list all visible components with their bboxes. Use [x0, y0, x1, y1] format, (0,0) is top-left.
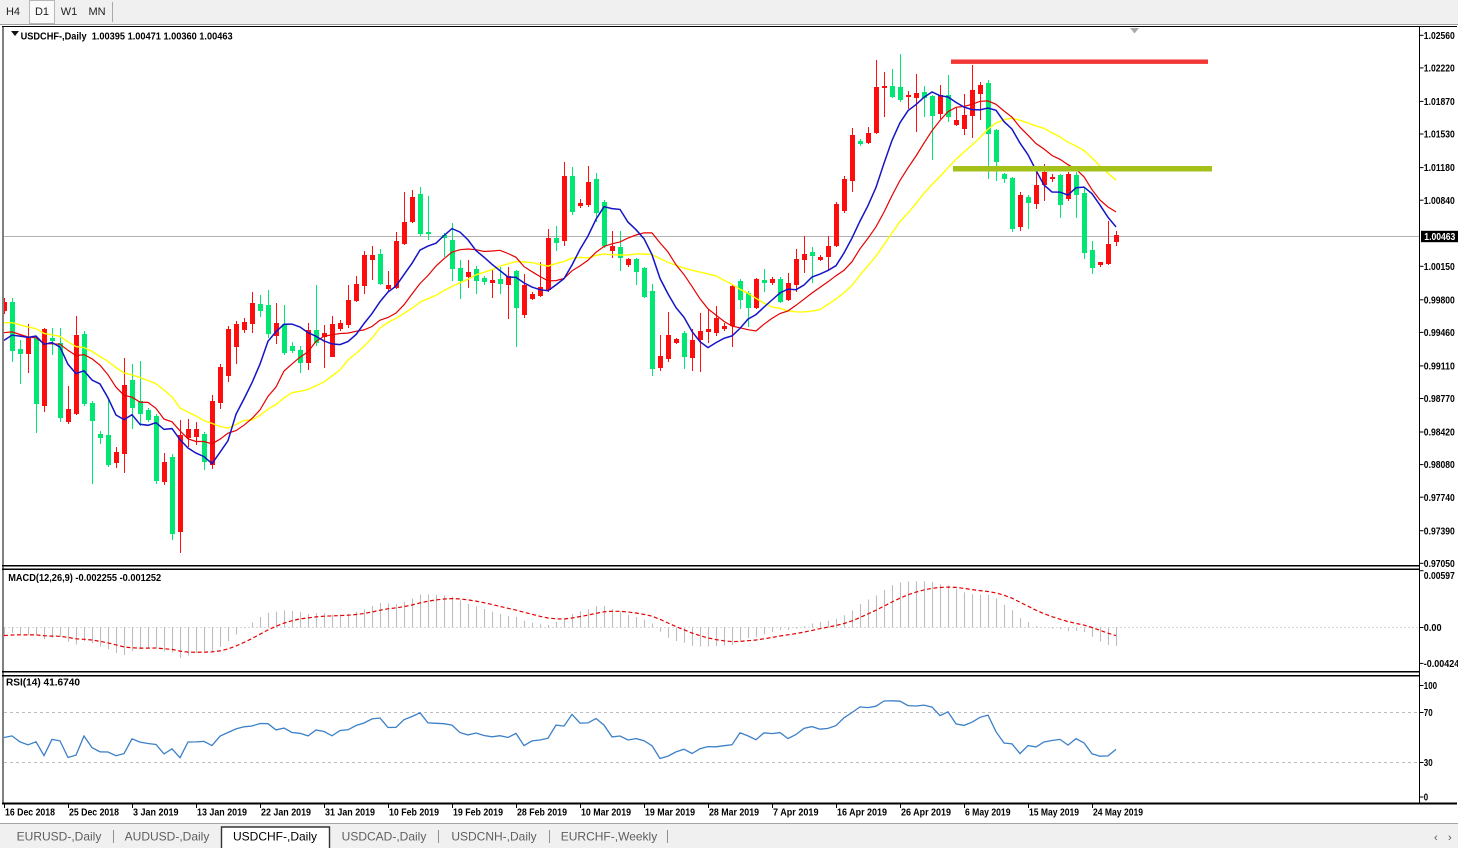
svg-text:1.00150: 1.00150	[1424, 261, 1455, 273]
svg-text:10 Mar 2019: 10 Mar 2019	[581, 807, 631, 819]
svg-text:10 Feb 2019: 10 Feb 2019	[389, 807, 439, 819]
svg-text:USDCHF-,Daily: USDCHF-,Daily	[233, 830, 317, 844]
svg-text:31 Jan 2019: 31 Jan 2019	[325, 807, 375, 819]
svg-text:-0.00424: -0.00424	[1424, 658, 1458, 670]
svg-text:0.98080: 0.98080	[1424, 459, 1455, 471]
svg-text:30: 30	[1424, 757, 1433, 769]
svg-text:0.97740: 0.97740	[1424, 492, 1455, 504]
svg-text:0.99460: 0.99460	[1424, 327, 1455, 339]
svg-text:16 Apr 2019: 16 Apr 2019	[837, 807, 887, 819]
svg-text:7 Apr 2019: 7 Apr 2019	[773, 807, 819, 819]
svg-text:RSI(14) 41.6740: RSI(14) 41.6740	[6, 677, 80, 689]
svg-text:28 Mar 2019: 28 Mar 2019	[709, 807, 759, 819]
svg-text:19 Feb 2019: 19 Feb 2019	[453, 807, 503, 819]
svg-text:1.00840: 1.00840	[1424, 195, 1455, 207]
svg-text:19 Mar 2019: 19 Mar 2019	[645, 807, 695, 819]
svg-text:0.97390: 0.97390	[1424, 525, 1455, 537]
svg-text:H4: H4	[6, 6, 20, 18]
svg-text:28 Feb 2019: 28 Feb 2019	[517, 807, 567, 819]
svg-text:USDCNH-,Daily: USDCNH-,Daily	[451, 830, 536, 844]
svg-text:USDCHF-,Daily 1.00395 1.00471: USDCHF-,Daily 1.00395 1.00471 1.00360 1.…	[21, 31, 233, 43]
svg-text:25 Dec 2018: 25 Dec 2018	[69, 807, 119, 819]
svg-text:‹: ‹	[1434, 832, 1438, 844]
svg-text:16 Dec 2018: 16 Dec 2018	[5, 807, 55, 819]
svg-text:0.00: 0.00	[1424, 622, 1442, 634]
svg-text:0: 0	[1424, 792, 1429, 804]
svg-text:0.98420: 0.98420	[1424, 427, 1455, 439]
svg-text:22 Jan 2019: 22 Jan 2019	[261, 807, 311, 819]
svg-text:0.98770: 0.98770	[1424, 393, 1455, 405]
svg-text:1.01530: 1.01530	[1424, 129, 1455, 141]
svg-text:AUDUSD-,Daily: AUDUSD-,Daily	[125, 830, 210, 844]
svg-text:0.00597: 0.00597	[1424, 570, 1455, 582]
svg-text:26 Apr 2019: 26 Apr 2019	[901, 807, 951, 819]
svg-text:MACD(12,26,9) -0.002255 -0.001: MACD(12,26,9) -0.002255 -0.001252	[8, 572, 161, 584]
svg-text:3 Jan 2019: 3 Jan 2019	[133, 807, 179, 819]
svg-text:6 May 2019: 6 May 2019	[965, 807, 1011, 819]
svg-text:1.02220: 1.02220	[1424, 63, 1455, 75]
svg-text:70: 70	[1424, 707, 1433, 719]
svg-text:W1: W1	[61, 6, 78, 18]
svg-text:D1: D1	[35, 6, 49, 18]
svg-text:0.99110: 0.99110	[1424, 361, 1455, 373]
svg-text:13 Jan 2019: 13 Jan 2019	[197, 807, 247, 819]
svg-text:100: 100	[1424, 680, 1437, 692]
svg-text:›: ›	[1448, 832, 1452, 844]
svg-text:1.01180: 1.01180	[1424, 162, 1455, 174]
svg-text:0.99800: 0.99800	[1424, 294, 1455, 306]
svg-text:EURUSD-,Daily: EURUSD-,Daily	[17, 830, 102, 844]
svg-text:EURCHF-,Weekly: EURCHF-,Weekly	[561, 830, 657, 844]
svg-text:MN: MN	[88, 6, 105, 18]
svg-text:1.00463: 1.00463	[1424, 231, 1455, 243]
svg-text:USDCAD-,Daily: USDCAD-,Daily	[342, 830, 427, 844]
svg-text:0.97050: 0.97050	[1424, 558, 1455, 570]
svg-text:1.01870: 1.01870	[1424, 96, 1455, 108]
svg-text:24 May 2019: 24 May 2019	[1093, 807, 1143, 819]
svg-text:15 May 2019: 15 May 2019	[1029, 807, 1079, 819]
svg-text:1.02560: 1.02560	[1424, 30, 1455, 42]
